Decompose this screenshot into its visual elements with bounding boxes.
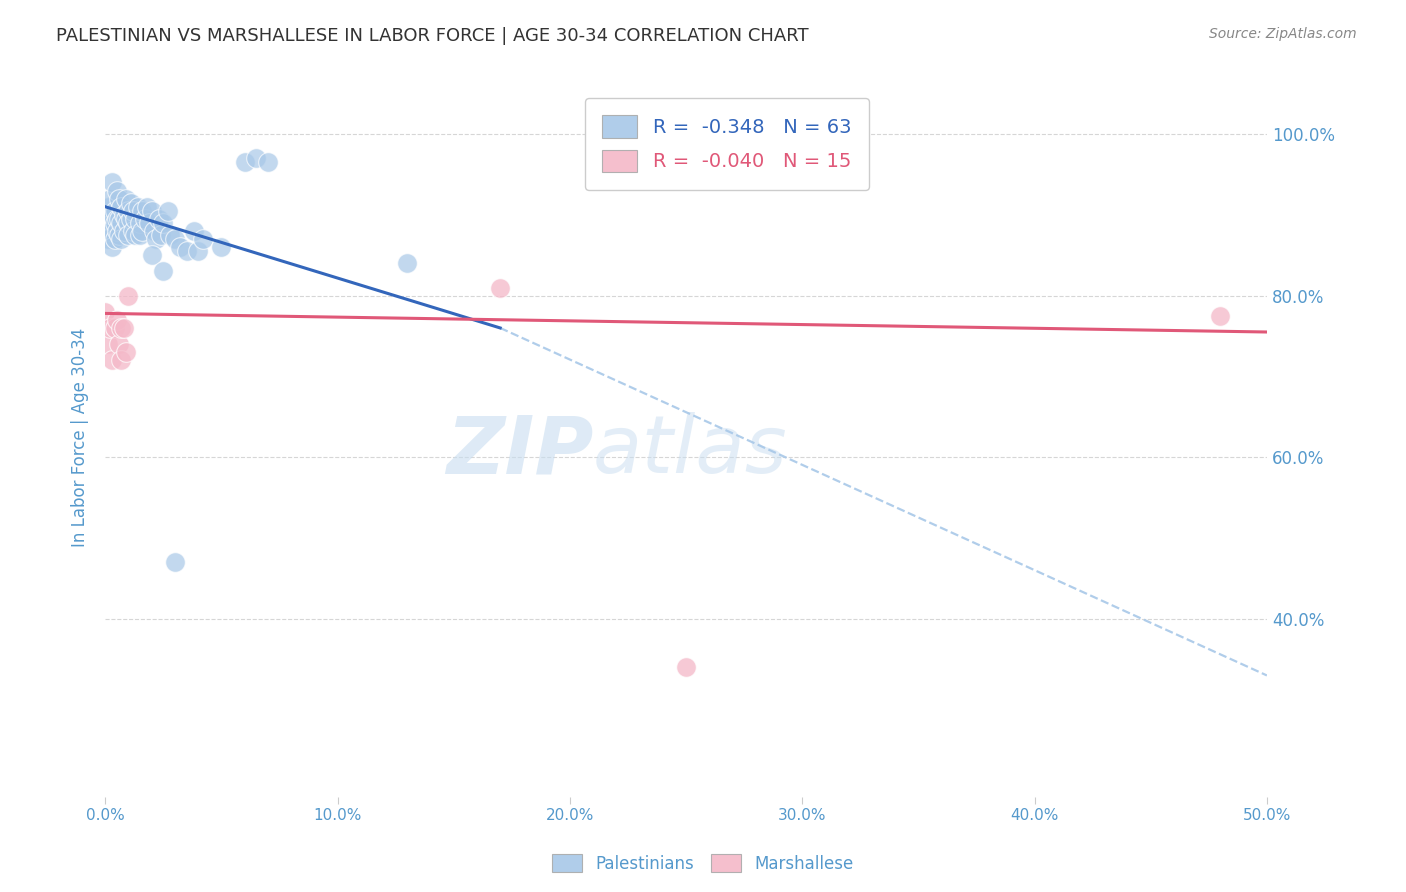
Point [122, 203, 145, 218]
Point [110, 200, 132, 214]
Text: PALESTINIAN VS MARSHALLESE IN LABOR FORCE | AGE 30-34 CORRELATION CHART: PALESTINIAN VS MARSHALLESE IN LABOR FORC… [56, 27, 808, 45]
Point [105, 184, 128, 198]
Point [122, 224, 145, 238]
Point [1209, 309, 1232, 323]
Point [105, 313, 128, 327]
Point [136, 200, 159, 214]
Point [396, 256, 419, 270]
Point [105, 211, 128, 226]
Point [103, 216, 125, 230]
Point [143, 224, 166, 238]
Point [101, 176, 124, 190]
Point [110, 321, 132, 335]
Legend: R =  -0.348   N = 63, R =  -0.040   N = 15: R = -0.348 N = 63, R = -0.040 N = 15 [585, 98, 869, 189]
Point [183, 224, 205, 238]
Point [103, 203, 125, 218]
Point [145, 232, 167, 246]
Point [131, 224, 153, 238]
Point [115, 211, 138, 226]
Point [101, 208, 124, 222]
Point [117, 203, 139, 218]
Point [152, 264, 174, 278]
Point [110, 232, 132, 246]
Point [257, 155, 280, 169]
Point [98, 224, 121, 238]
Y-axis label: In Labor Force | Age 30-34: In Labor Force | Age 30-34 [72, 327, 89, 547]
Point [152, 216, 174, 230]
Point [138, 216, 160, 230]
Point [176, 244, 198, 259]
Point [163, 555, 186, 569]
Point [103, 321, 125, 335]
Point [163, 232, 186, 246]
Point [108, 211, 131, 226]
Point [124, 227, 146, 242]
Point [233, 155, 256, 169]
Point [94, 305, 117, 319]
Point [115, 192, 138, 206]
Text: Source: ZipAtlas.com: Source: ZipAtlas.com [1209, 27, 1357, 41]
Point [96, 232, 118, 246]
Text: ZIP: ZIP [446, 412, 593, 491]
Point [96, 200, 118, 214]
Point [98, 192, 121, 206]
Point [110, 353, 132, 368]
Point [191, 232, 214, 246]
Point [129, 216, 152, 230]
Point [127, 200, 149, 214]
Point [103, 232, 125, 246]
Point [110, 216, 132, 230]
Legend: Palestinians, Marshallese: Palestinians, Marshallese [546, 847, 860, 880]
Point [112, 321, 135, 335]
Point [675, 660, 697, 674]
Point [245, 151, 267, 165]
Point [187, 244, 209, 259]
Point [117, 288, 139, 302]
Point [141, 203, 163, 218]
Point [159, 227, 181, 242]
Text: atlas: atlas [593, 412, 787, 491]
Point [98, 321, 121, 335]
Point [112, 208, 135, 222]
Point [124, 211, 146, 226]
Point [108, 227, 131, 242]
Point [148, 211, 170, 226]
Point [115, 345, 138, 359]
Point [108, 192, 131, 206]
Point [120, 211, 142, 226]
Point [209, 240, 232, 254]
Point [129, 227, 152, 242]
Point [489, 280, 512, 294]
Point [105, 224, 128, 238]
Point [96, 337, 118, 351]
Point [134, 211, 156, 226]
Point [120, 195, 142, 210]
Point [117, 227, 139, 242]
Point [112, 224, 135, 238]
Point [117, 216, 139, 230]
Point [101, 240, 124, 254]
Point [149, 227, 172, 242]
Point [156, 203, 179, 218]
Point [94, 211, 117, 226]
Point [141, 248, 163, 262]
Point [169, 240, 191, 254]
Point [108, 337, 131, 351]
Point [101, 353, 124, 368]
Point [131, 203, 153, 218]
